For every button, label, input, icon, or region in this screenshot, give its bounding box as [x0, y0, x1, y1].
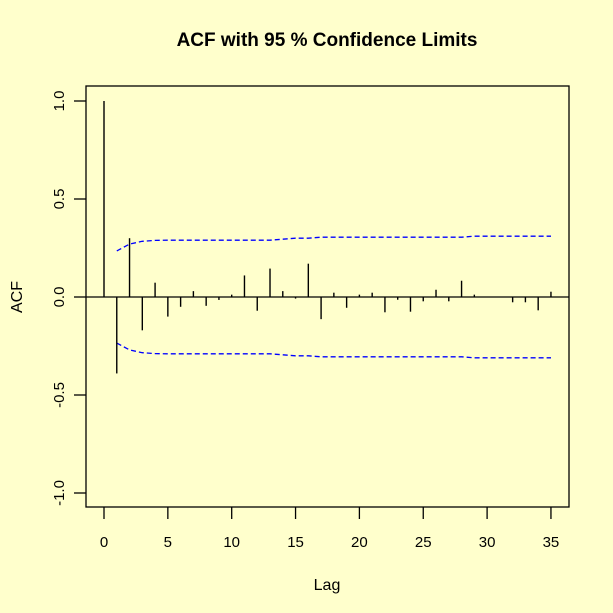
x-tick-label: 25: [415, 534, 432, 551]
upper-confidence-limit: [116, 235, 551, 252]
x-axis-label: Lag: [314, 577, 341, 594]
x-tick-label: 0: [100, 534, 108, 551]
x-axis: 0 5 10 15 20 25 30 35: [100, 507, 559, 551]
chart-title: ACF with 95 % Confidence Limits: [177, 30, 478, 51]
y-axis-label: ACF: [9, 281, 26, 313]
y-tick-label: -1.0: [51, 480, 68, 506]
y-tick-label: 0.5: [51, 189, 68, 210]
y-tick-label: 0.0: [51, 287, 68, 308]
acf-bars: [103, 101, 552, 374]
y-tick-label: 1.0: [51, 91, 68, 112]
x-tick-label: 20: [351, 534, 368, 551]
x-tick-label: 5: [164, 534, 172, 551]
x-tick-label: 30: [479, 534, 496, 551]
y-axis: -1.0 -0.5 0.0 0.5 1.0: [51, 91, 86, 506]
x-tick-label: 15: [287, 534, 304, 551]
x-tick-label: 35: [543, 534, 560, 551]
lower-confidence-limit: [116, 342, 551, 359]
plot-area: 0 5 10 15 20 25 30 35 -1.0 -0.5 0.0 0.5 1.0: [51, 85, 570, 551]
y-tick-label: -0.5: [51, 382, 68, 408]
x-tick-label: 10: [223, 534, 240, 551]
confidence-limits: [116, 235, 551, 359]
